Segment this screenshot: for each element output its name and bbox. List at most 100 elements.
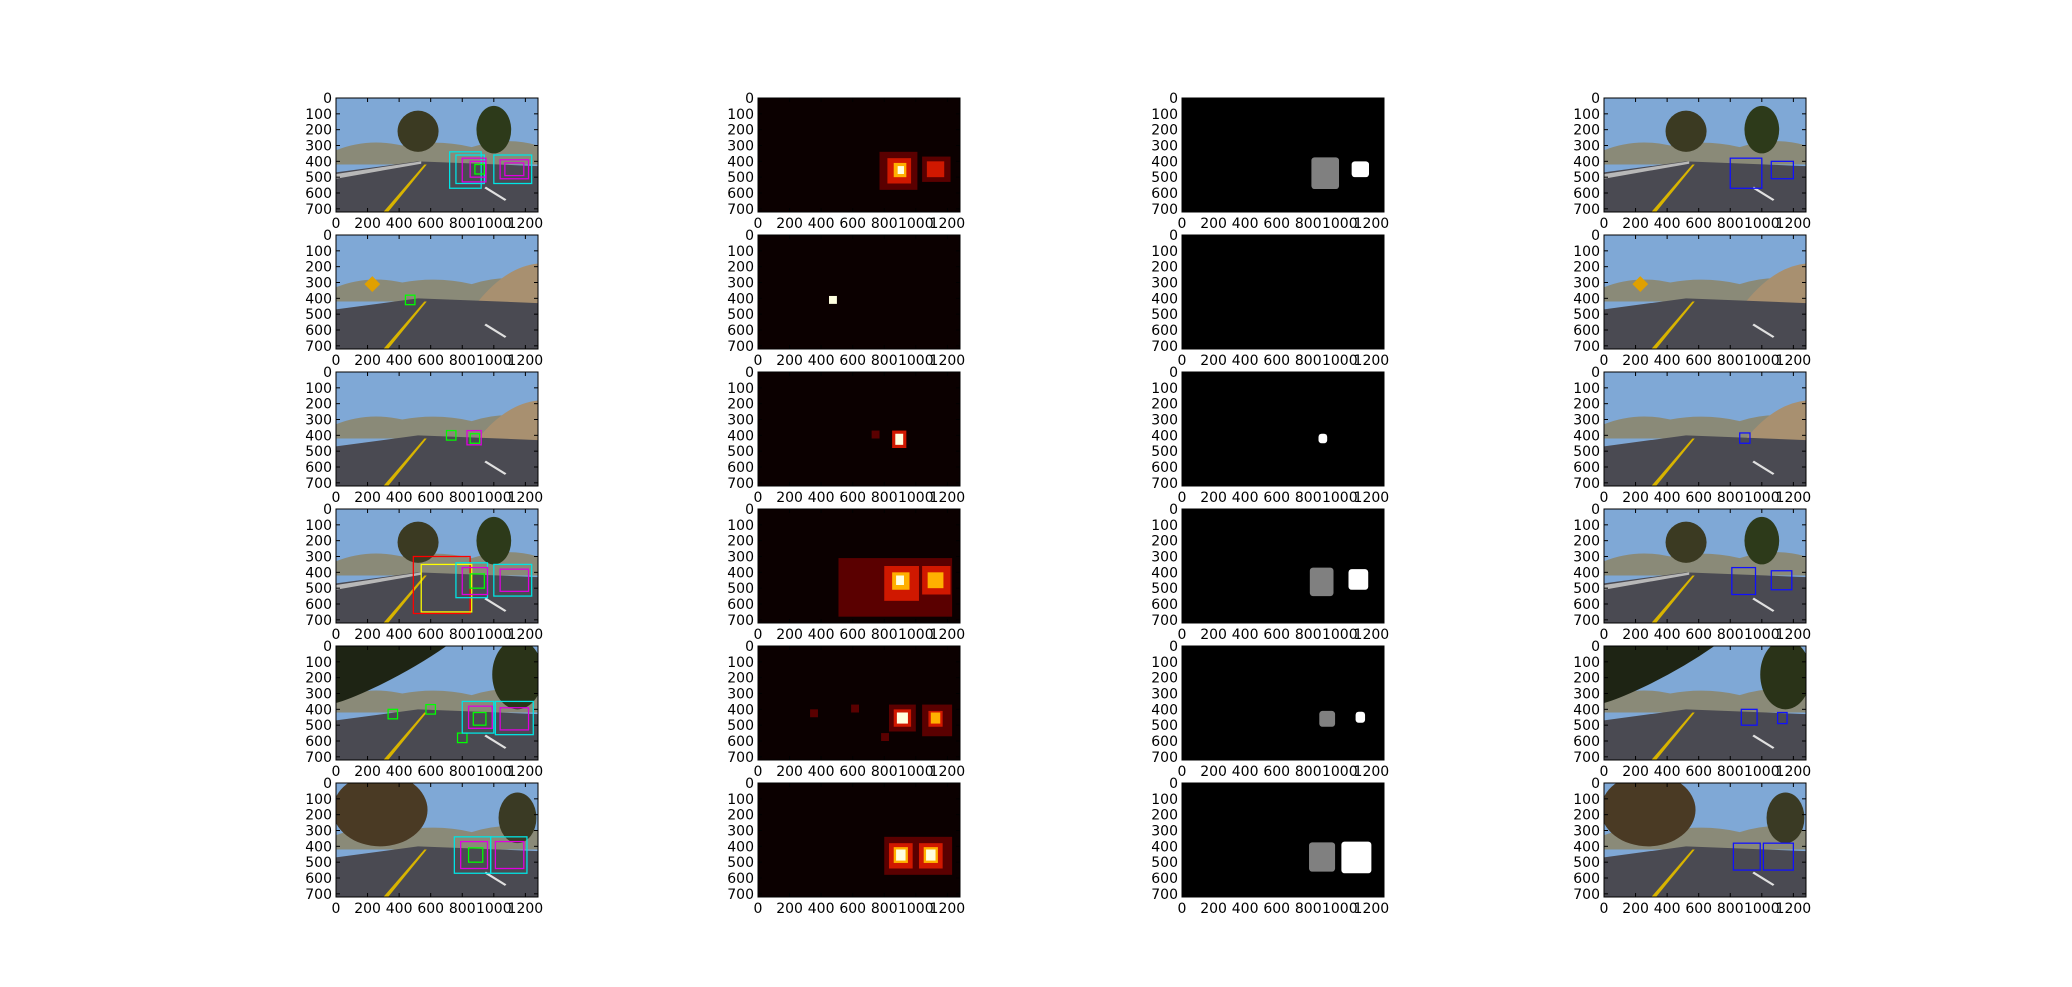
road xyxy=(1604,572,1807,623)
x-tick-label: 600 xyxy=(1685,353,1712,369)
y-tick-label: 0 xyxy=(745,365,754,381)
lane-line xyxy=(383,712,427,760)
heat-cell xyxy=(926,161,945,178)
y-tick-label: 700 xyxy=(727,202,754,218)
road xyxy=(336,709,539,760)
y-tick-label: 500 xyxy=(727,307,754,323)
y-tick-label: 200 xyxy=(1573,534,1600,550)
heat-cell xyxy=(930,712,941,724)
y-tick-label: 400 xyxy=(1573,428,1600,444)
x-tick-label: 1200 xyxy=(1776,627,1812,643)
plot-frame xyxy=(335,508,539,624)
plot-frame xyxy=(757,645,961,761)
x-tick-label: 800 xyxy=(1295,490,1322,506)
x-tick-label: 0 xyxy=(1178,216,1187,232)
plot-frame xyxy=(1603,782,1807,898)
x-tick-label: 400 xyxy=(1232,216,1259,232)
tree xyxy=(1665,110,1707,152)
y-tick-label: 200 xyxy=(727,671,754,687)
search-window xyxy=(474,163,485,175)
x-tick-label: 800 xyxy=(1295,764,1322,780)
x-tick-label: 400 xyxy=(1232,353,1259,369)
y-tick-label: 400 xyxy=(1573,291,1600,307)
y-tick-label: 0 xyxy=(1591,365,1600,381)
panel-r1-c1 xyxy=(336,98,539,212)
x-tick-label: 800 xyxy=(449,490,476,506)
lane-line xyxy=(383,438,427,486)
search-window xyxy=(490,836,528,874)
y-tick-label: 200 xyxy=(727,397,754,413)
lane-dash xyxy=(1752,734,1775,749)
x-tick-label: 600 xyxy=(1263,901,1290,917)
tree xyxy=(1760,646,1807,710)
lane-line xyxy=(1651,164,1695,212)
heat-cell xyxy=(926,849,936,861)
y-tick-label: 500 xyxy=(305,718,332,734)
labels-bg xyxy=(1182,98,1384,212)
y-tick-label: 500 xyxy=(305,444,332,460)
lane-dash xyxy=(1752,460,1775,475)
vehicle-box xyxy=(1762,842,1795,871)
y-tick-label: 100 xyxy=(305,244,332,260)
y-tick-label: 0 xyxy=(1169,776,1178,792)
panel-r2-c2 xyxy=(758,235,960,349)
y-tick-label: 300 xyxy=(1573,687,1600,703)
x-tick-label: 600 xyxy=(417,764,444,780)
heat-cell xyxy=(896,575,904,585)
road-sign xyxy=(364,276,381,292)
x-tick-label: 800 xyxy=(1295,901,1322,917)
tree-canopy xyxy=(1604,646,1715,703)
y-tick-label: 700 xyxy=(727,887,754,903)
x-tick-label: 200 xyxy=(354,490,381,506)
panel-r2-c1 xyxy=(336,235,539,349)
y-tick-label: 600 xyxy=(727,460,754,476)
y-tick-label: 400 xyxy=(1151,428,1178,444)
plot-frame xyxy=(757,234,961,350)
y-tick-label: 700 xyxy=(727,476,754,492)
heatmap-bg xyxy=(758,235,960,349)
y-tick-label: 500 xyxy=(1573,581,1600,597)
road xyxy=(1604,709,1807,760)
y-tick-label: 600 xyxy=(1573,871,1600,887)
tree xyxy=(1744,105,1780,154)
panel-r1-c3 xyxy=(1182,98,1384,212)
y-tick-label: 300 xyxy=(1573,276,1600,292)
x-tick-label: 200 xyxy=(1622,764,1649,780)
y-tick-label: 200 xyxy=(727,123,754,139)
x-tick-label: 1200 xyxy=(508,901,544,917)
y-tick-label: 300 xyxy=(305,687,332,703)
x-tick-label: 200 xyxy=(776,216,803,232)
y-tick-label: 100 xyxy=(1573,655,1600,671)
x-tick-label: 0 xyxy=(754,216,763,232)
y-tick-label: 300 xyxy=(305,550,332,566)
x-tick-label: 400 xyxy=(808,764,835,780)
y-tick-label: 700 xyxy=(1151,750,1178,766)
search-window xyxy=(467,705,493,729)
panel-r4-c1 xyxy=(336,509,539,623)
x-tick-label: 1000 xyxy=(1322,764,1358,780)
y-tick-label: 600 xyxy=(727,186,754,202)
y-tick-label: 400 xyxy=(305,428,332,444)
heatmap-bg xyxy=(758,372,960,486)
x-tick-label: 0 xyxy=(332,216,341,232)
x-tick-label: 200 xyxy=(1200,353,1227,369)
label-blob xyxy=(1309,842,1336,872)
panel-r3-c1 xyxy=(336,372,539,486)
search-window xyxy=(404,294,416,306)
x-tick-label: 200 xyxy=(1200,490,1227,506)
y-tick-label: 0 xyxy=(1169,365,1178,381)
y-tick-label: 700 xyxy=(1151,339,1178,355)
plot-frame xyxy=(1181,645,1385,761)
y-tick-label: 700 xyxy=(305,887,332,903)
x-tick-label: 0 xyxy=(754,353,763,369)
x-tick-label: 800 xyxy=(449,901,476,917)
x-tick-label: 200 xyxy=(776,764,803,780)
panel-r5-c4 xyxy=(1604,646,1807,760)
lane-line xyxy=(1651,575,1695,623)
y-tick-label: 500 xyxy=(1573,855,1600,871)
heat-cell xyxy=(881,733,889,741)
y-tick-label: 400 xyxy=(727,428,754,444)
y-tick-label: 400 xyxy=(727,154,754,170)
x-tick-label: 1000 xyxy=(1744,901,1780,917)
